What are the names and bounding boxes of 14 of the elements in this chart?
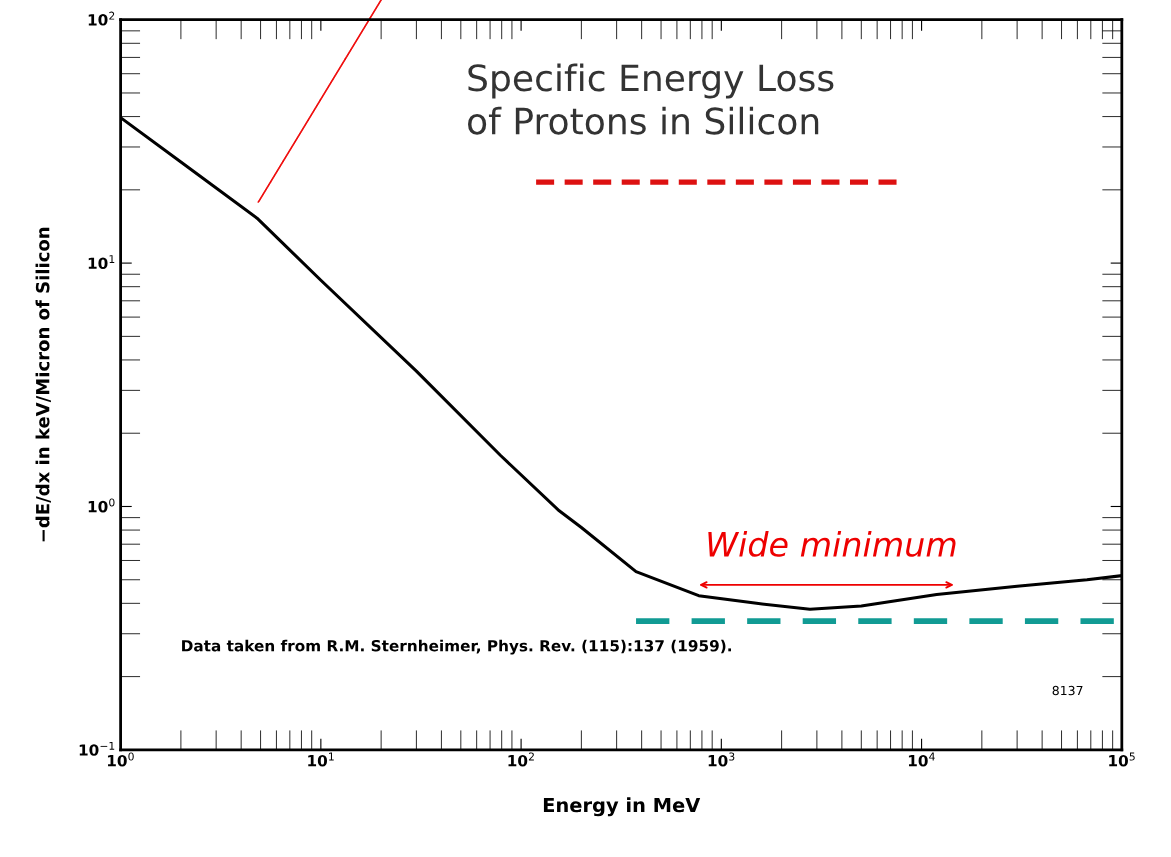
y-tick-label: 10$^{2}$	[88, 11, 115, 26]
text: Specific Energy Loss of Protons in Silicon	[468, 63, 834, 135]
x-tick-label: 10$^{5}$	[1109, 752, 1135, 767]
x-tick-label: 10$^{1}$	[308, 752, 334, 767]
y-tick-label: 10$^{0}$	[88, 498, 115, 513]
annotation: Data taken from R.M. Sternheimer, Phys. Rev. (115):137 (1959).	[182, 639, 731, 655]
x-tick-label: 10$^{3}$	[708, 752, 735, 767]
x-axis-title: Energy in MeV	[543, 797, 701, 817]
annotation: 8137	[1052, 685, 1083, 696]
y-axis-title: −dE/dx in keV/Micron of Silicon	[35, 227, 51, 542]
annotation: Wide minimum	[708, 531, 956, 557]
x-tick-label: 10$^{4}$	[908, 752, 935, 767]
y-tick-label: 10$^{1}$	[88, 255, 115, 270]
x-tick-label: 10$^{2}$	[508, 752, 534, 767]
